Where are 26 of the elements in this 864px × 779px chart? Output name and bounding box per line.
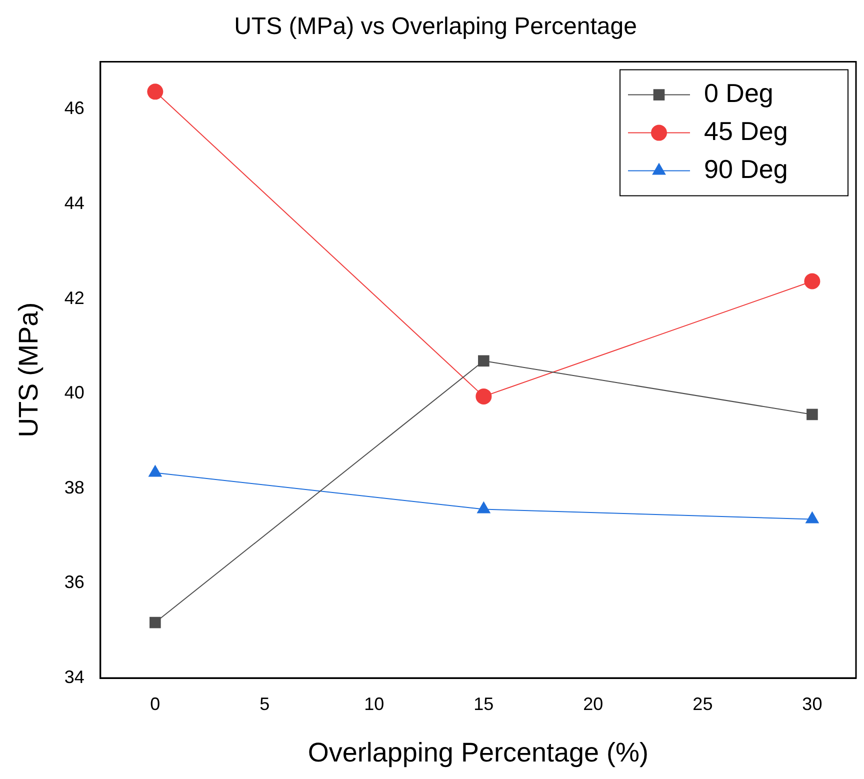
y-tick-label: 34	[64, 666, 84, 687]
point	[478, 355, 490, 367]
y-tick-label: 38	[64, 477, 84, 498]
y-tick-label: 42	[64, 288, 84, 308]
y-tick-label: 40	[64, 382, 84, 403]
point	[476, 388, 492, 404]
point	[806, 408, 818, 420]
legend-label: 45 Deg	[704, 116, 788, 146]
x-tick-label: 15	[474, 694, 494, 714]
x-tick-label: 20	[583, 694, 604, 714]
x-tick-label: 5	[260, 694, 270, 714]
point	[147, 84, 164, 100]
x-tick-label: 0	[150, 694, 160, 714]
point	[150, 616, 161, 628]
x-axis-title: Overlapping Percentage (%)	[308, 737, 649, 768]
x-tick-label: 10	[364, 694, 384, 714]
legend-label: 90 Deg	[704, 154, 788, 184]
y-tick-label: 36	[64, 572, 84, 592]
chart-title: UTS (MPa) vs Overlaping Percentage	[234, 13, 637, 40]
y-axis-title: UTS (MPa)	[14, 302, 44, 438]
legend-label: 0 Deg	[704, 78, 774, 108]
point	[804, 273, 820, 290]
x-tick-label: 25	[692, 694, 713, 714]
y-tick-label: 46	[64, 98, 84, 118]
y-tick-label: 44	[64, 192, 84, 213]
x-tick-label: 30	[802, 694, 822, 714]
